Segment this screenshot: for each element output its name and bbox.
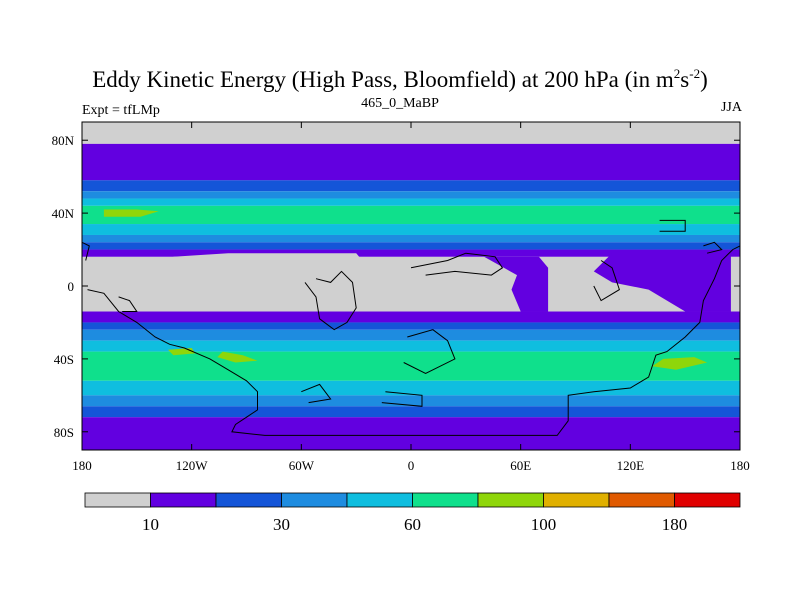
contour-feature-3 — [103, 209, 159, 217]
colorbar-box-6 — [477, 492, 544, 508]
x-tick-label-5: 120E — [617, 458, 645, 473]
experiment-label: Expt = tfLMp — [82, 103, 160, 118]
colorbar-box-4 — [346, 492, 413, 508]
x-tick-label-3: 0 — [408, 458, 415, 473]
x-tick-label-4: 60E — [510, 458, 531, 473]
contour-band-9 — [82, 249, 740, 257]
contour-band-7 — [82, 234, 740, 243]
contour-band-11 — [82, 311, 740, 323]
contour-field — [82, 122, 740, 450]
coastline-8 — [593, 260, 621, 302]
colorbar: 10 30 60 100 180 — [84, 492, 741, 534]
coastline-3 — [381, 391, 423, 407]
coastline-5 — [410, 252, 504, 276]
x-tick-label-0: 180 — [72, 458, 92, 473]
contour-band-16 — [82, 380, 740, 396]
season-label: JJA — [720, 100, 742, 115]
coastlines — [82, 219, 740, 436]
coastline-1 — [304, 270, 357, 331]
colorbar-box-8 — [608, 492, 675, 508]
y-tick-label-0: 80N — [52, 133, 75, 148]
contour-band-6 — [82, 224, 740, 235]
contour-band-18 — [82, 406, 740, 418]
colorbar-label-0: 10 — [142, 515, 159, 534]
colorbar-label-4: 180 — [662, 515, 688, 534]
contour-feature-1 — [593, 253, 731, 312]
contour-band-4 — [82, 198, 740, 206]
colorbar-box-3 — [281, 492, 348, 508]
contour-band-17 — [82, 395, 740, 407]
contour-feature-5 — [217, 351, 258, 363]
coastline-0 — [87, 245, 740, 436]
contour-band-8 — [82, 242, 740, 250]
colorbar-box-9 — [674, 492, 741, 508]
colorbar-box-7 — [543, 492, 610, 508]
contour-band-12 — [82, 322, 740, 330]
colorbar-box-5 — [412, 492, 479, 508]
colorbar-box-2 — [215, 492, 282, 508]
colorbar-label-1: 30 — [273, 515, 290, 534]
coastline-4 — [301, 383, 332, 404]
contour-band-1 — [82, 143, 740, 181]
chart-subtitle: 465_0_MaBP — [361, 96, 439, 111]
contour-band-5 — [82, 205, 740, 225]
x-tick-label-6: 180 — [730, 458, 750, 473]
y-tick-label-3: 40S — [54, 352, 74, 367]
colorbar-box-0 — [84, 492, 151, 508]
contour-band-0 — [82, 122, 740, 144]
x-tick-label-1: 120W — [176, 458, 209, 473]
contour-feature-2 — [173, 253, 375, 312]
coastline-6 — [659, 219, 686, 232]
chart-title: Eddy Kinetic Energy (High Pass, Bloomfie… — [92, 66, 708, 92]
contour-band-3 — [82, 191, 740, 199]
contour-band-14 — [82, 340, 740, 352]
contour-feature-0 — [484, 256, 549, 312]
coastline-7 — [703, 241, 723, 254]
contour-band-13 — [82, 329, 740, 341]
coastline-2 — [403, 329, 456, 375]
colorbar-label-2: 60 — [404, 515, 421, 534]
axes: 180 120W 60W 0 60E 120E 180 80N 40N 0 40S 80S — [52, 122, 750, 473]
contour-band-2 — [82, 180, 740, 192]
coastline-10 — [118, 296, 138, 312]
x-tick-label-2: 60W — [289, 458, 315, 473]
y-tick-label-2: 0 — [68, 279, 75, 294]
colorbar-box-1 — [150, 492, 217, 508]
colorbar-label-3: 100 — [531, 515, 557, 534]
coastline-9 — [82, 241, 90, 261]
y-tick-label-4: 80S — [54, 425, 74, 440]
contour-feature-6 — [652, 357, 708, 370]
y-tick-label-1: 40N — [52, 206, 75, 221]
